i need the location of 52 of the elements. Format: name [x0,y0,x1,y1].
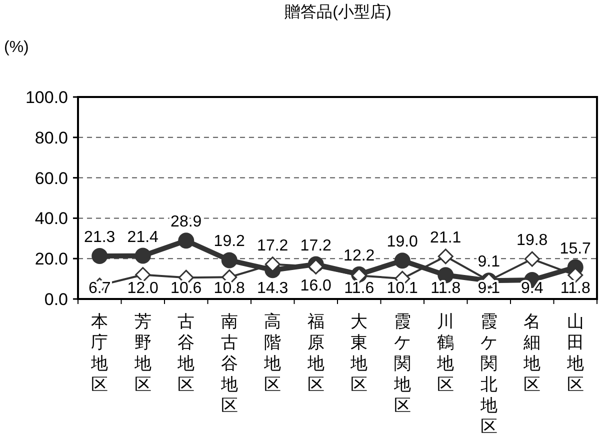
data-label: 21.4 [127,228,159,246]
point [394,252,410,269]
y-tick-label: 60.0 [34,168,68,188]
y-tick-label: 0.0 [44,290,68,309]
data-label: 9.1 [478,254,500,271]
data-label: 10.8 [214,280,246,297]
y-tick-label: 40.0 [34,209,68,228]
point [92,248,108,264]
y-tick-label: 100.0 [25,88,68,107]
data-label: 12.2 [344,247,375,264]
x-tick-label: 福原地区 [306,312,324,394]
y-tick-label: 20.0 [34,250,68,269]
data-label: 11.8 [430,280,461,297]
point [135,267,151,283]
data-label: 17.2 [257,237,288,254]
x-tick-label: 霞ケ関北地区 [479,312,498,436]
chart-title: 贈答品(小型店) [284,3,392,21]
x-tick-label: 山田地区 [566,312,584,394]
x-tick-label: 霞ケ関地区 [392,312,411,415]
point [438,248,454,264]
data-label: 16.0 [300,278,332,295]
data-label: 9.4 [521,280,544,297]
x-tick-label: 名細地区 [522,312,541,394]
data-label: 11.6 [344,280,374,297]
point [178,232,194,249]
point [221,252,238,268]
x-tick-label: 本庁地区 [90,312,108,394]
point [264,256,280,272]
data-label: 21.3 [84,228,116,246]
point [134,248,151,264]
data-label: 21.1 [430,229,462,246]
data-label: 28.9 [170,214,202,231]
data-label: 19.8 [516,232,548,250]
y-axis-title: (%) [4,39,29,56]
data-label: 15.7 [560,240,592,258]
point [568,267,584,283]
x-tick-label: 古谷地区 [176,312,195,394]
x-tick-label: 川鶴地区 [436,312,454,394]
x-tick-label: 高階地区 [263,312,282,394]
data-label: 14.3 [257,280,288,297]
x-tick-label: 大東地区 [350,312,368,394]
data-label: 11.8 [560,280,590,297]
data-label: 19.2 [214,233,246,250]
data-label: 10.1 [386,280,418,297]
data-label: 17.2 [300,237,332,254]
data-label: 19.0 [386,234,418,251]
y-tick-label: 80.0 [34,128,68,148]
point [524,251,540,267]
data-label: 12.0 [127,280,159,297]
x-tick-label: 芳野地区 [133,312,152,394]
data-label: 10.6 [170,280,202,297]
x-tick-label: 南古谷地区 [220,312,238,415]
